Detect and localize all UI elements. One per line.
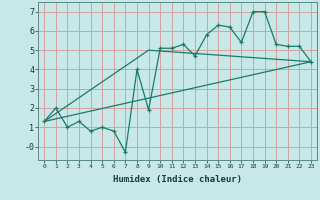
X-axis label: Humidex (Indice chaleur): Humidex (Indice chaleur) (113, 175, 242, 184)
